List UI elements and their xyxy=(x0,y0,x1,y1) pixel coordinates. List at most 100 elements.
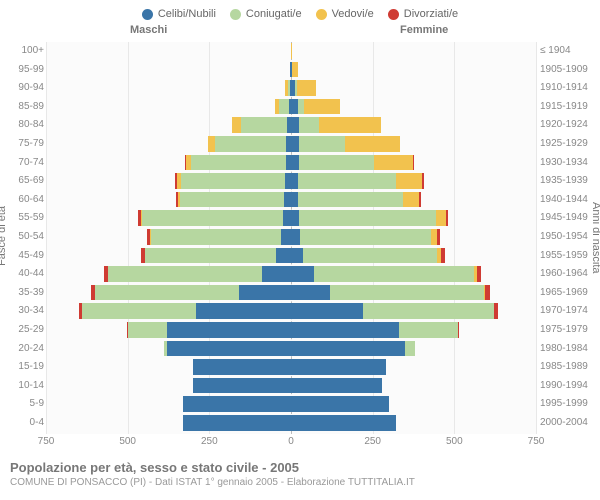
age-label: 55-59 xyxy=(4,212,44,223)
bar-segment xyxy=(436,210,446,226)
bar-segment xyxy=(239,285,291,301)
pyramid-row xyxy=(46,265,536,284)
bar-segment xyxy=(291,210,299,226)
legend-dot-icon xyxy=(230,9,241,20)
male-bar xyxy=(232,117,291,133)
legend-label: Coniugati/e xyxy=(246,8,302,20)
legend-item: Divorziati/e xyxy=(388,8,458,20)
bar-segment xyxy=(291,341,405,357)
bar-segment xyxy=(82,303,196,319)
age-label: 90-94 xyxy=(4,82,44,93)
birth-year-label: 1945-1949 xyxy=(540,212,588,223)
birth-year-label: 1930-1934 xyxy=(540,157,588,168)
header-male: Maschi xyxy=(130,24,167,36)
bar-segment xyxy=(304,99,340,115)
male-bar xyxy=(164,341,291,357)
legend-dot-icon xyxy=(316,9,327,20)
female-bar xyxy=(291,248,445,264)
age-label: 15-19 xyxy=(4,361,44,372)
bar-segment xyxy=(193,378,291,394)
bar-segment xyxy=(299,136,345,152)
female-bar xyxy=(291,210,448,226)
bar-segment xyxy=(299,155,374,171)
female-bar xyxy=(291,117,381,133)
bar-segment xyxy=(458,322,459,338)
birth-year-label: 1995-1999 xyxy=(540,398,588,409)
pyramid-row xyxy=(46,98,536,117)
female-bar xyxy=(291,322,459,338)
pyramid-row xyxy=(46,302,536,321)
age-label: 20-24 xyxy=(4,343,44,354)
pyramid-row xyxy=(46,358,536,377)
x-tick-label: 250 xyxy=(364,436,381,447)
pyramid-row xyxy=(46,321,536,340)
birth-year-label: 1915-1919 xyxy=(540,101,588,112)
bar-segment xyxy=(303,248,437,264)
female-bar xyxy=(291,359,386,375)
bar-segment xyxy=(477,266,482,282)
bar-segment xyxy=(291,43,292,59)
pyramid-row xyxy=(46,395,536,414)
plot-area xyxy=(46,42,536,434)
population-pyramid-chart: Fasce di età Anni di nascita 100+≤ 19049… xyxy=(0,42,600,452)
bar-segment xyxy=(167,322,291,338)
bar-segment xyxy=(300,229,431,245)
bar-segment xyxy=(330,285,484,301)
chart-title: Popolazione per età, sesso e stato civil… xyxy=(10,460,590,475)
birth-year-label: 1935-1939 xyxy=(540,175,588,186)
age-label: 75-79 xyxy=(4,138,44,149)
bar-segment xyxy=(291,303,363,319)
male-bar xyxy=(104,266,291,282)
bar-segment xyxy=(403,192,419,208)
female-bar xyxy=(291,136,400,152)
bar-segment xyxy=(151,229,282,245)
pyramid-row xyxy=(46,116,536,135)
legend-dot-icon xyxy=(142,9,153,20)
bar-segment xyxy=(128,322,167,338)
bar-segment xyxy=(196,303,291,319)
bar-segment xyxy=(291,322,399,338)
female-bar xyxy=(291,173,424,189)
female-bar xyxy=(291,229,440,245)
age-label: 100+ xyxy=(4,45,44,56)
male-bar xyxy=(183,396,291,412)
female-bar xyxy=(291,341,415,357)
age-label: 95-99 xyxy=(4,64,44,75)
birth-year-label: 2000-2004 xyxy=(540,417,588,428)
chart-footer: Popolazione per età, sesso e stato civil… xyxy=(0,452,600,488)
age-label: 5-9 xyxy=(4,398,44,409)
age-label: 35-39 xyxy=(4,287,44,298)
female-bar xyxy=(291,192,421,208)
male-bar xyxy=(79,303,291,319)
pyramid-row xyxy=(46,191,536,210)
pyramid-row xyxy=(46,42,536,61)
age-label: 70-74 xyxy=(4,157,44,168)
age-label: 0-4 xyxy=(4,417,44,428)
bar-segment xyxy=(276,248,291,264)
x-tick-label: 500 xyxy=(446,436,463,447)
bar-segment xyxy=(494,303,498,319)
bar-segment xyxy=(191,155,286,171)
x-tick-label: 750 xyxy=(528,436,545,447)
male-bar xyxy=(141,248,291,264)
bar-segment xyxy=(279,99,289,115)
age-label: 50-54 xyxy=(4,231,44,242)
bar-segment xyxy=(291,173,298,189)
bar-segment xyxy=(181,173,286,189)
bar-segment xyxy=(413,155,414,171)
male-bar xyxy=(193,359,291,375)
female-bar xyxy=(291,266,481,282)
birth-year-label: 1990-1994 xyxy=(540,380,588,391)
bar-segment xyxy=(183,396,291,412)
age-label: 40-44 xyxy=(4,268,44,279)
birth-year-label: 1950-1954 xyxy=(540,231,588,242)
pyramid-row xyxy=(46,228,536,247)
bar-segment xyxy=(299,117,319,133)
male-bar xyxy=(208,136,291,152)
birth-year-label: 1970-1974 xyxy=(540,305,588,316)
x-tick-label: 500 xyxy=(119,436,136,447)
bar-segment xyxy=(437,229,440,245)
female-bar xyxy=(291,378,382,394)
bar-segment xyxy=(193,359,291,375)
age-label: 30-34 xyxy=(4,305,44,316)
